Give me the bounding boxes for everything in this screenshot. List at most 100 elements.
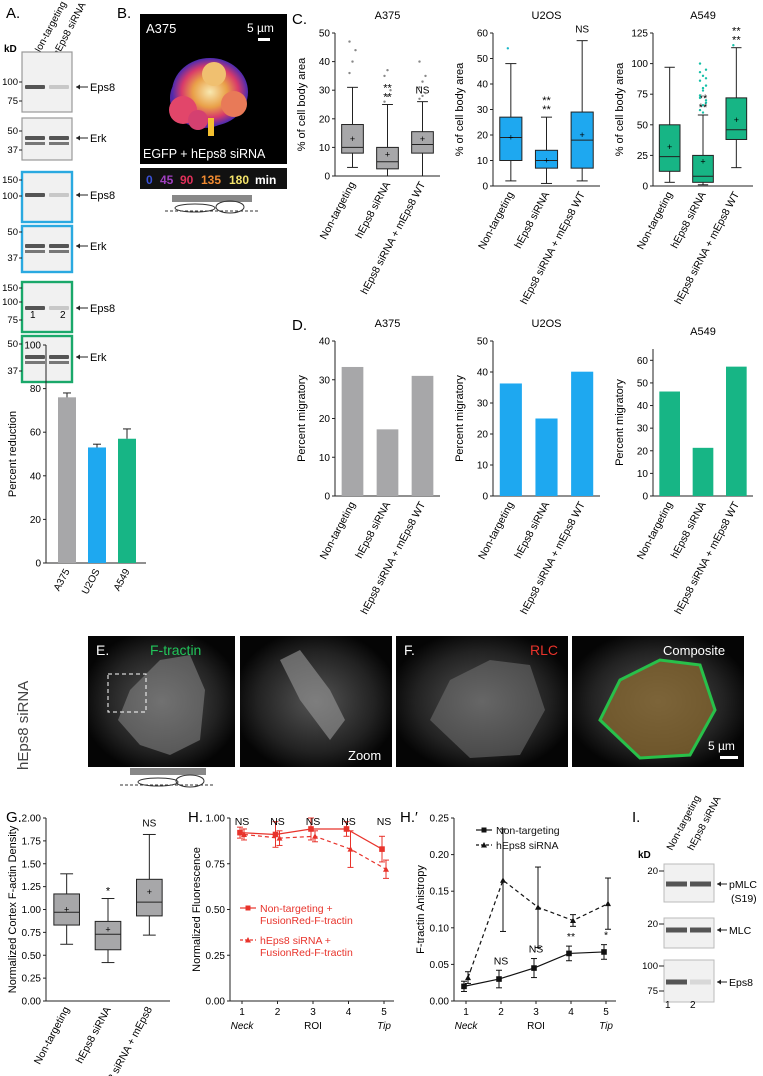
box-c_a375-y-tick-label: 0 [324, 172, 330, 183]
box-outlier [386, 94, 389, 98]
blot-band-lane2 [49, 136, 69, 140]
line-h-x-tick-label: 2 [275, 1007, 281, 1018]
line-h2-x-tick-label: 3 [533, 1007, 539, 1018]
blot-arrowhead [76, 243, 80, 249]
blot-band-label: Erk [90, 133, 107, 145]
blot-marker: 100 [2, 77, 18, 88]
box-outlier [701, 74, 705, 78]
box-outlier [383, 100, 386, 103]
box-c_a375-y-tick-label: 50 [319, 29, 331, 40]
line-h2-significance: NS [529, 944, 544, 956]
line-h-y-tick-label: 0.75 [206, 859, 226, 870]
line-h2-legend-marker [481, 842, 487, 848]
box-g-y-tick-label: 0.25 [22, 974, 42, 985]
panel-e-zoom-label: Zoom [348, 748, 381, 763]
blot-band-lane1-lower [25, 250, 45, 253]
line-h2-y-tick-label: 0.25 [430, 814, 450, 825]
box-outlier [348, 71, 351, 75]
line-h2-marker [500, 877, 506, 883]
line-h-x-label: ROI [304, 1021, 322, 1032]
box-g-y-label: Normalized Cortex F-actin Density [7, 825, 19, 993]
box-c_a549-y-tick-label: 125 [631, 29, 648, 40]
bar-d_a375-y-label: Percent migratory [296, 375, 308, 462]
box-outlier [424, 74, 427, 78]
bar-d_u2os-bar [535, 418, 558, 496]
bar-d_a375-x-tick-label: Non-targeting [318, 500, 359, 562]
blot-i-band-lane1 [666, 979, 687, 985]
blot-band-lane1 [25, 355, 45, 359]
blot-band-label: Eps8 [90, 303, 115, 315]
line-h2-marker [535, 904, 541, 910]
line-h-marker [237, 829, 243, 836]
box-c_a549-significance: ** [699, 93, 708, 105]
blot-marker: 150 [2, 175, 18, 186]
box-c_u2os-mean: + [580, 130, 585, 140]
box-outlier [701, 86, 705, 90]
box-c_u2os-x-tick-label: hEps8 siRNA [512, 190, 552, 251]
box-c_a549-significance: ** [732, 26, 741, 38]
bar-d_a375-y-tick-label: 40 [319, 337, 331, 348]
a-reduction-y-tick-label: 80 [30, 384, 42, 395]
box-c_a549-mean: + [700, 157, 705, 167]
box-c_a549-x-tick-label: hEps8 siRNA [669, 190, 709, 251]
chart-g-cortex-density: 0.00 0.25 0.50 0.75 1.00 1.25 1.50 1.75 2.00Norm… [7, 814, 170, 1076]
line-h-x-tick-label: 1 [239, 1007, 245, 1018]
blot-i-arrowhead [717, 979, 721, 985]
box-outlier [418, 97, 421, 100]
bar-d_a375-x-tick-label: hEps8 siRNA [353, 500, 393, 561]
box-c_a375-y-tick-label: 20 [319, 114, 331, 125]
a-reduction-y-tick-label: 40 [30, 471, 42, 482]
line-h-significance: NS [306, 816, 321, 828]
line-h-x-tick-label: 3 [310, 1007, 316, 1018]
panel-b-confinement-icon [165, 195, 260, 214]
bar-d_u2os-x-tick-label: Non-targeting [476, 500, 517, 562]
panel-b-scale-bar [258, 38, 270, 41]
blot-arrowhead [76, 305, 80, 311]
box-outlier [698, 108, 702, 112]
box-outlier [704, 84, 708, 87]
panel-a-lane-number-2: 2 [60, 310, 66, 321]
box-g-y-tick-label: 1.50 [22, 859, 42, 870]
panel-b-caption: EGFP + hEps8 siRNA [143, 147, 266, 161]
blot-band-label: Erk [90, 352, 107, 364]
box-g-mean: + [147, 887, 152, 897]
bar-d_a549-bar [659, 391, 680, 496]
blot-i-arrowhead [717, 881, 721, 887]
blot-i-band-label: Eps8 [729, 977, 753, 989]
line-h-y-tick-label: 0.50 [206, 905, 226, 916]
box-g-y-tick-label: 0.00 [22, 997, 42, 1008]
box-c_a375-mean: + [420, 134, 425, 144]
box-c_a375-significance: NS [416, 86, 430, 97]
box-outlier [351, 60, 354, 63]
panel-a-kd-label: kD [4, 44, 17, 55]
blot-band-lane2 [49, 244, 69, 248]
box-g-y-tick-label: 2.00 [22, 814, 42, 825]
blot-arrowhead [76, 192, 80, 198]
line-h2-marker [461, 983, 467, 990]
line-h2-legend-label: hEps8 siRNA [496, 840, 558, 852]
box-outlier [386, 68, 389, 72]
box-outlier [698, 96, 702, 100]
line-h-significance: NS [270, 816, 285, 828]
blot-i-band-label: MLC [729, 925, 752, 937]
panel-b-time-135: 135 [201, 173, 221, 187]
line-h2-x-tick-label: 1 [463, 1007, 469, 1018]
bar-d_u2os-bar [571, 371, 594, 496]
panel-b-timebar [140, 168, 287, 189]
bar-d_u2os-title: U2OS [532, 318, 562, 330]
panel-b-label: B. [117, 5, 131, 22]
box-c_a375-x-tick-label: Non-targeting [318, 180, 359, 242]
x-tick-label-u2os: U2OS [80, 567, 103, 596]
box-c_a375-box [376, 146, 399, 170]
bar-d_u2os-y-tick-label: 50 [477, 337, 489, 348]
blot-band-lane2 [49, 306, 69, 310]
panel-b-time-45: 45 [160, 173, 174, 187]
bar-d_a549-title: A549 [690, 326, 716, 338]
panel-i-label: I. [632, 809, 640, 826]
blot-band-label: Eps8 [90, 82, 115, 94]
panel-b-scale-label: 5 µm [247, 21, 274, 35]
panel-f-scale-label: 5 µm [708, 739, 735, 753]
blot-band-lane1-lower [25, 361, 45, 364]
panel-e-side-label: hEps8 siRNA [15, 681, 32, 770]
